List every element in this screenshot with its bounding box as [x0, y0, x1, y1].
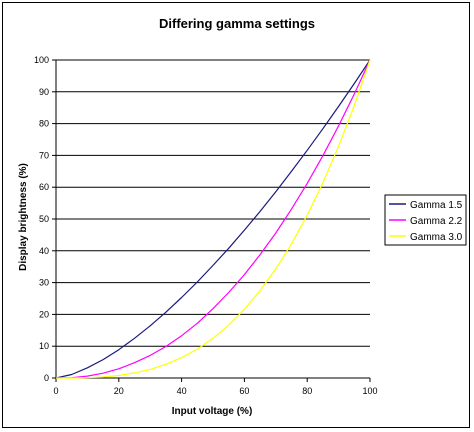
y-tick-label-30: 30	[39, 278, 49, 288]
x-tick-label-40: 40	[177, 386, 187, 396]
y-tick-label-10: 10	[39, 341, 49, 351]
chart-title: Differing gamma settings	[159, 16, 315, 31]
x-tick-label-0: 0	[53, 386, 58, 396]
legend: Gamma 1.5 Gamma 2.2 Gamma 3.0	[384, 194, 467, 246]
legend-label-3: Gamma 3.0	[410, 232, 463, 243]
y-tick-label-90: 90	[39, 87, 49, 97]
x-tick-label-80: 80	[302, 386, 312, 396]
plot-area: 0 10 20 30 40 50 60 70 80 90 100 0 20 40 60 80 100	[34, 55, 378, 396]
series-line-3	[56, 59, 371, 379]
chart-frame: Differing gamma settings Display brightn…	[2, 2, 470, 428]
y-tick-label-20: 20	[39, 309, 49, 319]
y-tick-label-70: 70	[39, 150, 49, 160]
y-tick-label-40: 40	[39, 246, 49, 256]
x-tick-label-60: 60	[239, 386, 249, 396]
series-line-1	[55, 59, 371, 379]
y-axis-title: Display brightness (%)	[18, 163, 29, 271]
legend-label-1: Gamma 1.5	[410, 200, 463, 211]
y-tick-label-60: 60	[39, 182, 49, 192]
y-tick-label-0: 0	[44, 373, 49, 383]
legend-label-2: Gamma 2.2	[410, 216, 463, 227]
x-tick-label-20: 20	[114, 386, 124, 396]
y-tick-label-80: 80	[39, 119, 49, 129]
x-tick-label-100: 100	[362, 386, 377, 396]
y-tick-label-50: 50	[39, 214, 49, 224]
gamma-chart: Differing gamma settings Display brightn…	[18, 16, 467, 417]
y-tick-label-100: 100	[34, 55, 49, 65]
x-axis-title: Input voltage (%)	[172, 406, 253, 417]
series-line-2	[55, 59, 371, 379]
